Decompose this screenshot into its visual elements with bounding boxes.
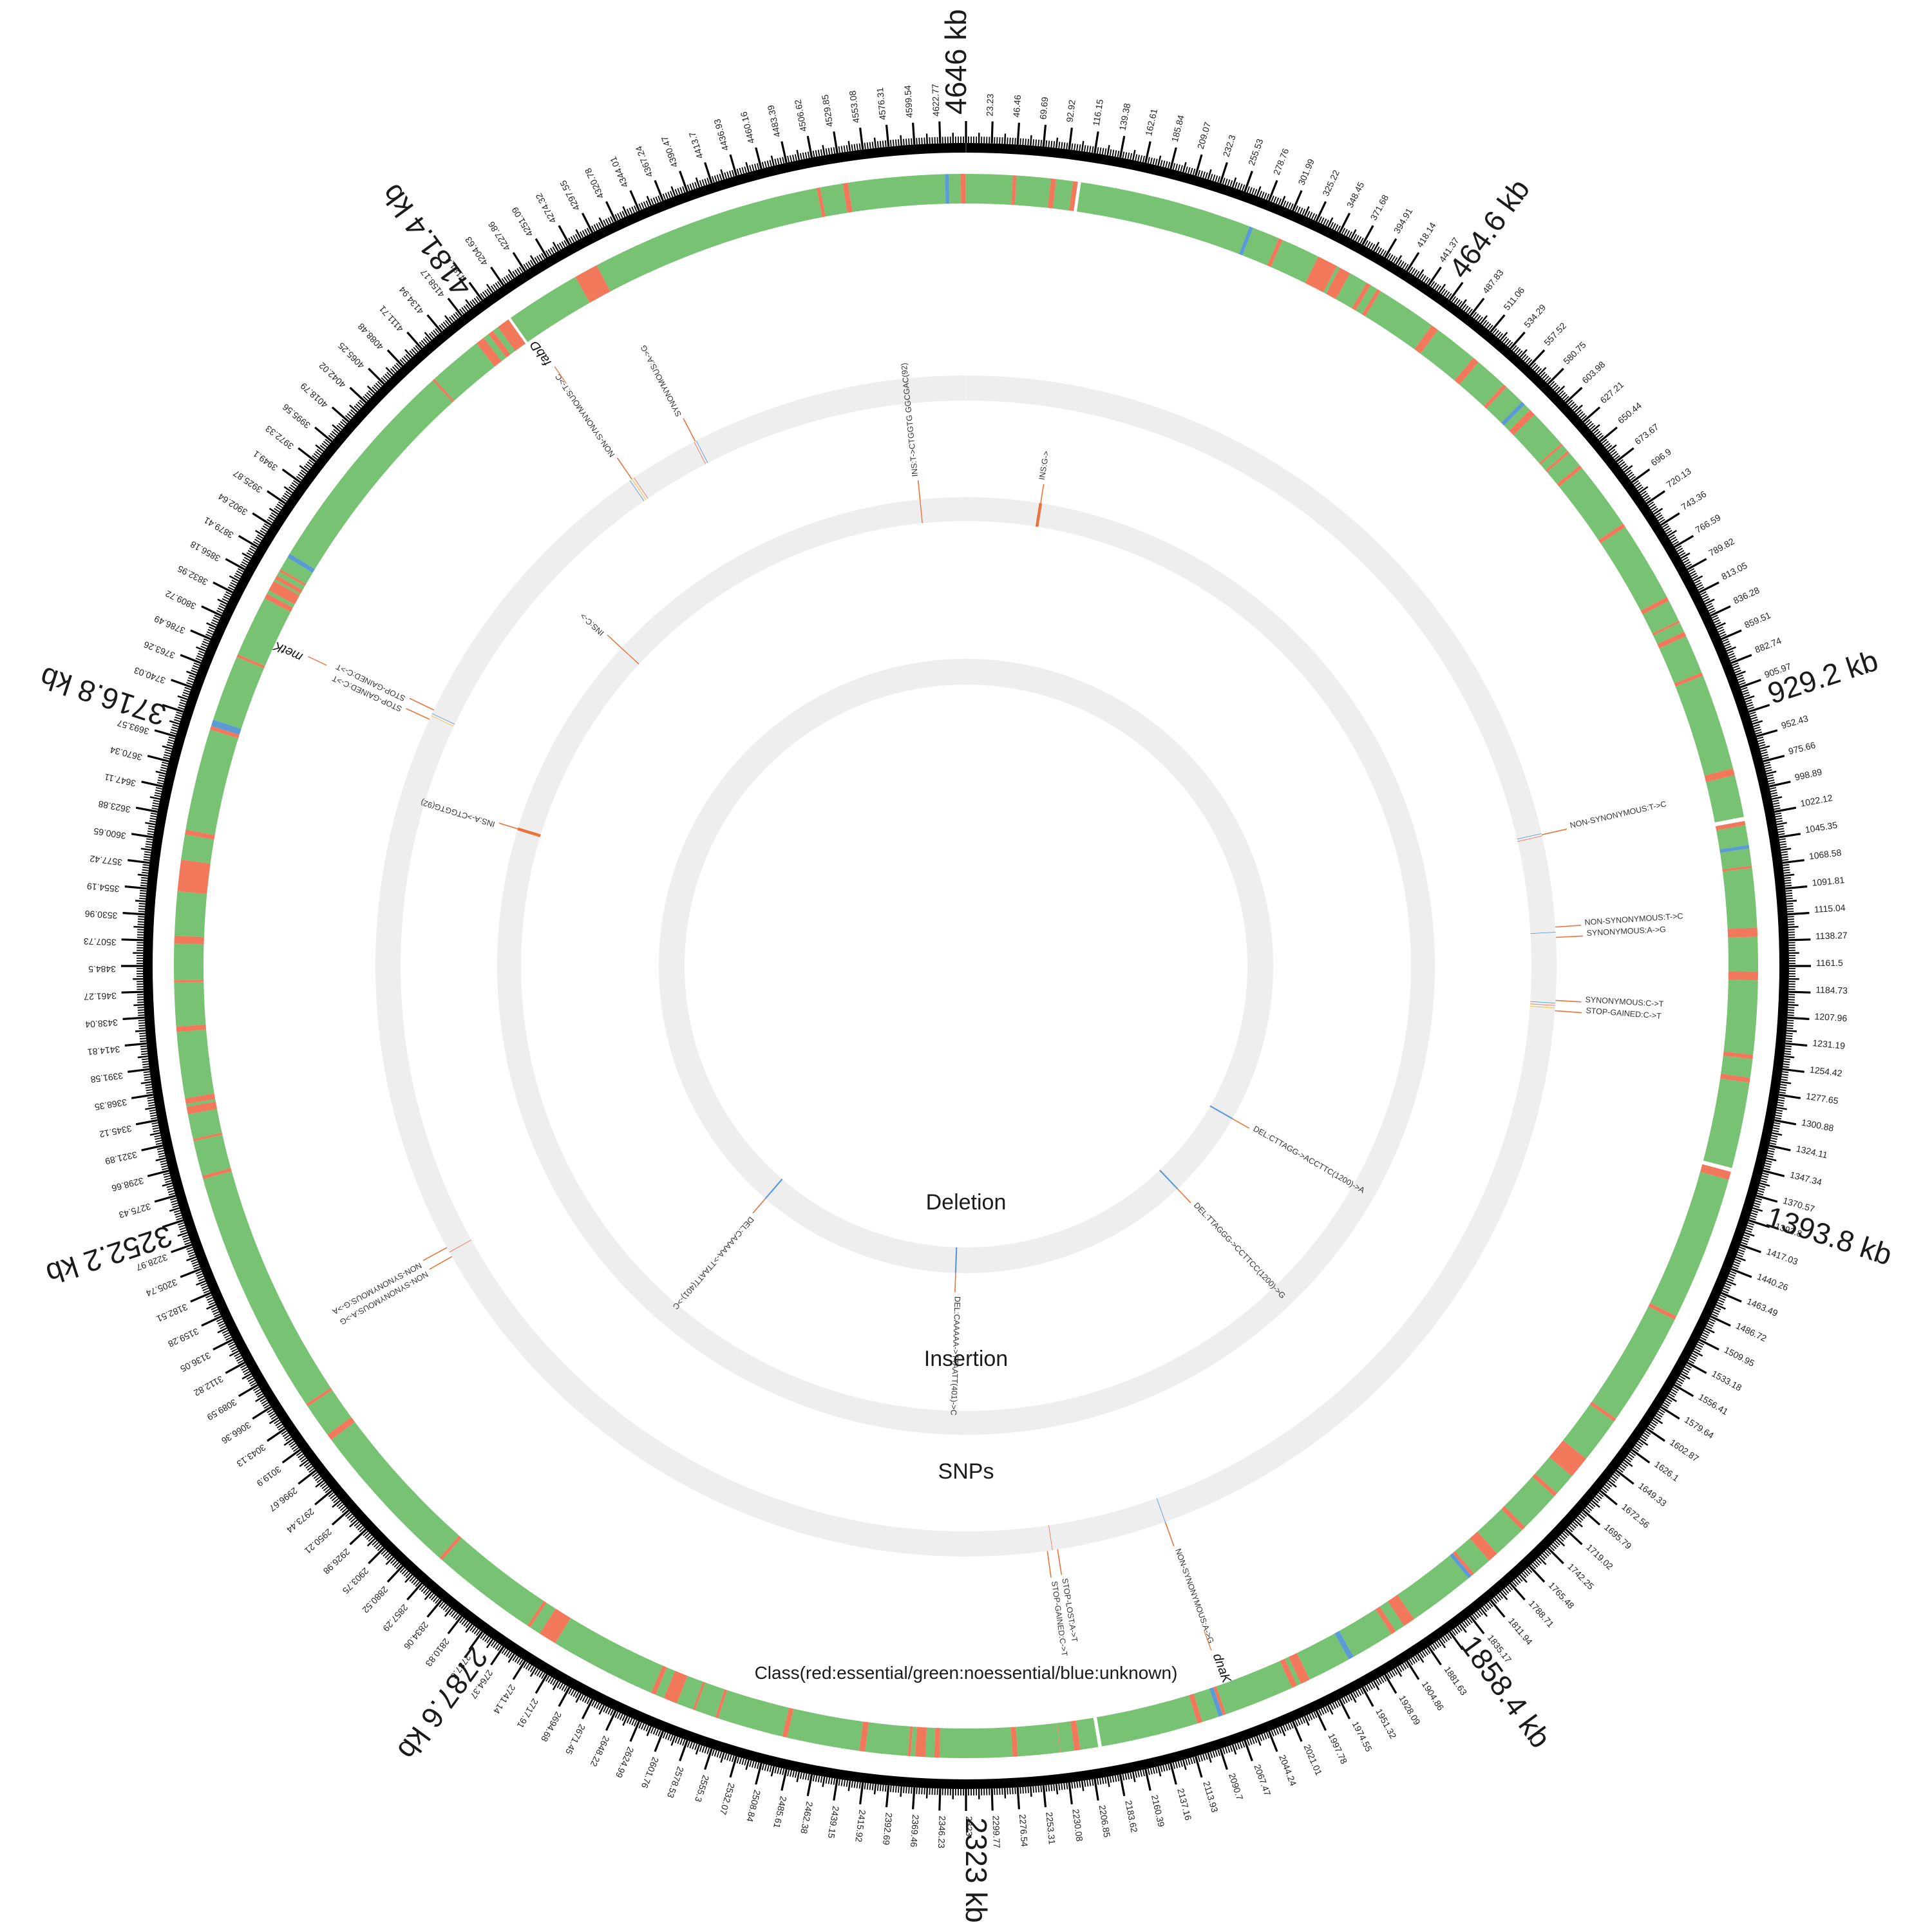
svg-text:3484.5: 3484.5 xyxy=(88,964,116,974)
svg-text:4646 kb: 4646 kb xyxy=(939,9,972,115)
svg-text:SNPs: SNPs xyxy=(938,1459,994,1484)
svg-text:1138.27: 1138.27 xyxy=(1815,930,1848,942)
svg-text:Class(red:essential/green:noes: Class(red:essential/green:noessential/bl… xyxy=(755,1663,1178,1683)
svg-text:1161.5: 1161.5 xyxy=(1816,958,1843,968)
svg-text:1207.96: 1207.96 xyxy=(1814,1011,1848,1023)
svg-text:1115.04: 1115.04 xyxy=(1814,902,1846,914)
svg-text:3438.04: 3438.04 xyxy=(85,1018,118,1030)
svg-text:2369.46: 2369.46 xyxy=(909,1814,921,1848)
svg-text:3461.27: 3461.27 xyxy=(84,991,117,1003)
svg-text:46.46: 46.46 xyxy=(1011,95,1023,118)
svg-text:2346.23: 2346.23 xyxy=(936,1815,948,1848)
svg-text:Insertion: Insertion xyxy=(924,1347,1008,1371)
svg-text:2323 kb: 2323 kb xyxy=(960,1817,993,1923)
svg-text:3507.73: 3507.73 xyxy=(83,936,116,948)
svg-text:3530.96: 3530.96 xyxy=(84,909,118,921)
svg-text:4599.54: 4599.54 xyxy=(902,85,914,118)
svg-text:1184.73: 1184.73 xyxy=(1815,985,1848,996)
svg-text:2276.54: 2276.54 xyxy=(1018,1814,1030,1848)
svg-text:Deletion: Deletion xyxy=(926,1190,1007,1215)
svg-text:69.69: 69.69 xyxy=(1037,97,1050,120)
svg-text:23.23: 23.23 xyxy=(985,93,996,117)
